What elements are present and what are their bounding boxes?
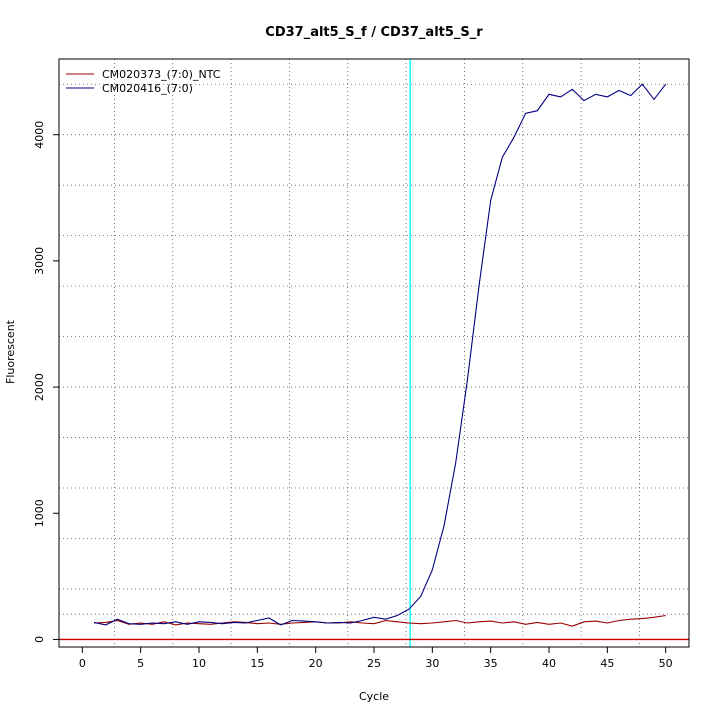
y-tick-label: 3000 — [33, 247, 46, 275]
x-tick-label: 15 — [250, 657, 264, 670]
x-tick-label: 0 — [79, 657, 86, 670]
x-tick-label: 45 — [600, 657, 614, 670]
series-line-2 — [93, 83, 667, 626]
x-tick-label: 5 — [137, 657, 144, 670]
x-axis: 0 5 10 15 20 25 30 35 40 45 50 — [79, 647, 673, 670]
x-tick-label: 10 — [192, 657, 206, 670]
y-tick-label: 2000 — [33, 373, 46, 401]
y-axis: 0 1000 2000 3000 4000 — [33, 121, 59, 643]
y-axis-label: Fluorescent — [4, 319, 17, 384]
x-tick-label: 50 — [659, 657, 673, 670]
x-tick-label: 30 — [425, 657, 439, 670]
x-tick-label: 35 — [484, 657, 498, 670]
x-axis-label: Cycle — [359, 690, 389, 703]
series-line-1 — [93, 614, 666, 627]
x-tick-label: 40 — [542, 657, 556, 670]
grid-lines — [59, 59, 689, 647]
legend-label-1: CM020373_(7:0)_NTC — [102, 68, 221, 81]
y-tick-label: 1000 — [33, 499, 46, 527]
legend-label-2: CM020416_(7:0) — [102, 82, 193, 95]
y-tick-label: 4000 — [33, 121, 46, 149]
series-layer — [93, 83, 667, 627]
x-tick-label: 25 — [367, 657, 381, 670]
x-tick-label: 20 — [309, 657, 323, 670]
chart-title: CD37_alt5_S_f / CD37_alt5_S_r — [265, 25, 483, 40]
y-tick-label: 0 — [33, 636, 46, 643]
